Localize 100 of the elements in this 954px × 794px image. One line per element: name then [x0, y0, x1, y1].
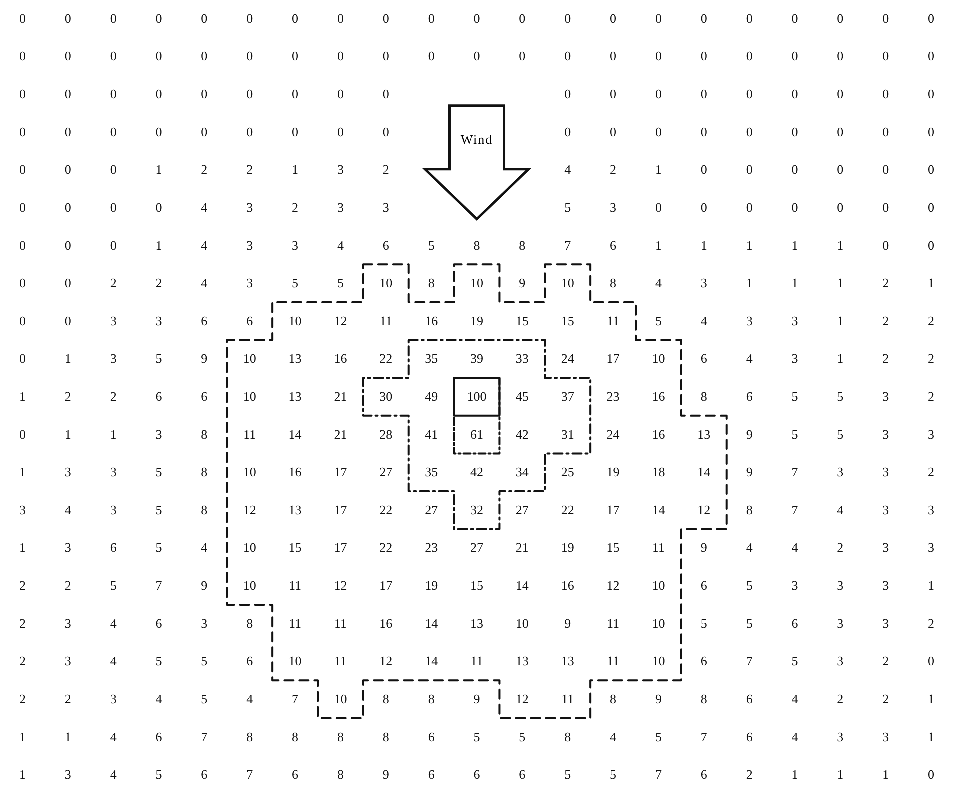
data-label: 14 [698, 464, 712, 480]
data-label: 10 [561, 276, 574, 291]
data-label: 10 [652, 616, 666, 631]
data-label: 3 [246, 276, 254, 291]
data-label: 9 [655, 691, 662, 706]
data-label: 6 [201, 313, 208, 328]
data-label: 9 [746, 464, 753, 480]
data-label: 6 [156, 389, 163, 404]
data-label: 3 [110, 313, 117, 328]
data-label: 11 [562, 691, 574, 706]
data-label: 7 [746, 654, 754, 669]
data-label: 5 [201, 691, 208, 706]
data-label: 42 [516, 426, 529, 442]
data-label: 9 [201, 578, 208, 594]
data-label: 12 [606, 578, 620, 594]
data-label: 10 [288, 313, 302, 328]
data-label: 15 [516, 313, 529, 328]
data-label: 1 [655, 238, 662, 253]
data-label: 3 [837, 729, 844, 744]
data-label: 11 [334, 654, 347, 669]
data-label: 2 [246, 162, 254, 178]
data-label: 5 [700, 616, 708, 631]
data-label: 8 [610, 276, 617, 291]
data-label: 0 [156, 10, 162, 26]
data-label: 6 [382, 238, 390, 253]
data-label: 6 [156, 616, 163, 631]
data-label: 4 [110, 654, 118, 669]
data-label: 1 [837, 238, 844, 253]
data-label: 0 [792, 48, 798, 64]
data-label: 0 [382, 48, 390, 64]
data-label: 0 [110, 48, 117, 64]
data-label: 4 [201, 276, 208, 291]
data-label: 0 [64, 86, 72, 102]
data-label: 8 [519, 238, 526, 253]
data-label: 0 [64, 48, 72, 64]
data-label: 3 [610, 200, 617, 215]
data-label: 7 [700, 729, 708, 744]
data-label: 2 [746, 767, 753, 782]
data-label: 17 [334, 540, 348, 556]
data-label: 0 [882, 238, 890, 253]
data-label: 2 [292, 200, 299, 215]
data-label: 3 [882, 426, 890, 442]
data-label: 42 [470, 464, 484, 480]
data-label: 11 [607, 313, 620, 328]
data-label: 1 [928, 729, 935, 744]
data-label: 6 [201, 389, 208, 404]
data-label: 27 [425, 502, 439, 518]
data-label: 2 [928, 351, 935, 366]
data-label: 3 [837, 616, 844, 631]
data-label: 27 [380, 464, 394, 480]
data-label: 11 [607, 654, 620, 669]
data-label: 0 [246, 10, 254, 26]
data-label: 3 [246, 200, 254, 215]
data-label: 35 [425, 351, 438, 366]
data-label: 11 [334, 616, 347, 631]
data-label: 3 [792, 578, 798, 594]
data-label: 0 [610, 10, 617, 26]
data-label: 5 [337, 276, 344, 291]
data-label: 2 [837, 691, 844, 706]
data-label: 0 [700, 162, 708, 178]
data-label: 0 [201, 10, 208, 26]
data-label: 14 [425, 616, 439, 631]
data-label: 3 [156, 313, 162, 328]
data-label: 9 [382, 767, 390, 782]
data-label: 16 [425, 313, 439, 328]
data-label: 1 [156, 162, 162, 178]
data-label: 0 [928, 10, 935, 26]
data-label: 3 [64, 616, 72, 631]
data-label: 19 [470, 313, 484, 328]
data-label: 6 [610, 238, 618, 253]
data-label: 0 [428, 10, 435, 26]
data-label: 0 [201, 86, 208, 102]
data-label: 0 [292, 48, 299, 64]
data-label: 5 [156, 540, 162, 556]
data-label: 0 [337, 124, 344, 140]
data-label: 11 [289, 578, 302, 594]
data-label: 0 [928, 48, 935, 64]
data-label: 8 [201, 502, 208, 518]
data-label: 0 [19, 86, 26, 102]
data-label: 12 [243, 502, 256, 518]
data-label: 8 [246, 729, 254, 744]
data-label: 5 [428, 238, 435, 253]
data-label: 4 [201, 238, 208, 253]
data-label: 0 [928, 200, 935, 215]
data-label: 16 [652, 426, 666, 442]
data-label: 6 [519, 767, 526, 782]
data-label: 3 [882, 389, 890, 404]
data-label: 0 [337, 48, 344, 64]
data-label: 3 [837, 578, 844, 594]
data-label: 24 [561, 351, 575, 366]
data-label: 0 [292, 124, 299, 140]
data-label: 0 [837, 48, 844, 64]
data-label: 61 [470, 426, 484, 442]
data-label: 7 [156, 578, 163, 594]
data-label: 15 [288, 540, 302, 556]
data-label: 5 [292, 276, 299, 291]
data-label: 0 [837, 10, 844, 26]
data-label: 0 [610, 48, 617, 64]
data-label: 8 [382, 729, 390, 744]
data-label: 0 [700, 48, 708, 64]
